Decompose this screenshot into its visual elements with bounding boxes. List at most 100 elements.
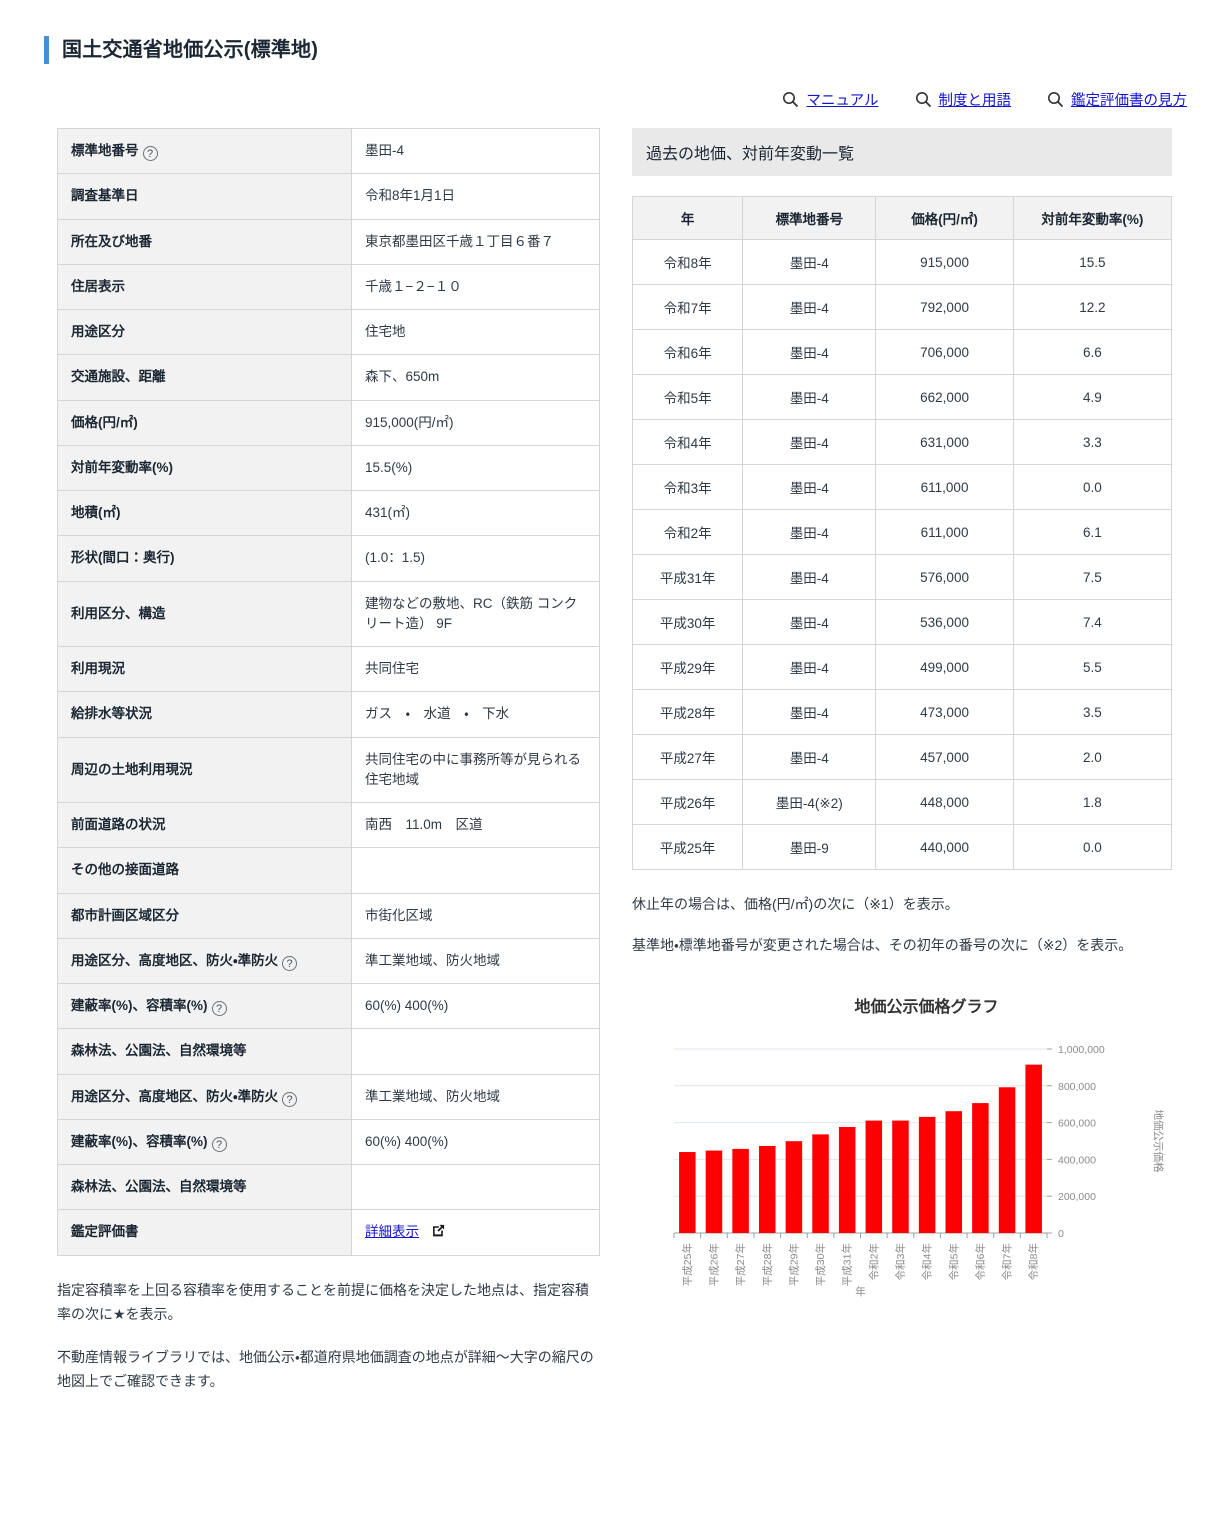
detail-row: 建蔽率(%)、容積率(%)? 60(%) 400(%) bbox=[57, 982, 600, 1030]
detail-label-text: 用途区分、高度地区、防火・準防火 bbox=[71, 1088, 279, 1104]
detail-label-text: 用途区分、高度地区、防火・準防火 bbox=[71, 952, 279, 968]
cell-price: 576,000 bbox=[875, 554, 1014, 600]
table-row: 令和4年 墨田-4 631,000 3.3 bbox=[631, 419, 1173, 465]
col-price: 価格(円/㎡) bbox=[875, 196, 1014, 240]
detail-row: 住居表示 千歳１−２−１０ bbox=[57, 263, 600, 311]
cell-site-number: 墨田-4 bbox=[742, 329, 877, 375]
cell-change-rate: 4.9 bbox=[1012, 374, 1173, 420]
detail-row: 建蔽率(%)、容積率(%)? 60(%) 400(%) bbox=[57, 1118, 600, 1166]
cell-year: 令和2年 bbox=[631, 509, 744, 555]
detail-row-value: 431(㎡) bbox=[351, 489, 600, 537]
help-icon[interactable]: ? bbox=[282, 955, 298, 971]
cell-change-rate: 6.6 bbox=[1012, 329, 1173, 375]
table-row: 令和2年 墨田-4 611,000 6.1 bbox=[631, 509, 1173, 555]
table-row: 令和5年 墨田-4 662,000 4.9 bbox=[631, 374, 1173, 420]
detail-label-text: 森林法、公園法、自然環境等 bbox=[71, 1043, 247, 1059]
detail-row-label: 価格(円/㎡) bbox=[57, 399, 352, 446]
cell-site-number: 墨田-4 bbox=[742, 734, 877, 780]
x-tick-label: 平成25年 bbox=[681, 1243, 694, 1286]
cell-price: 792,000 bbox=[875, 284, 1014, 330]
chart-bar bbox=[972, 1103, 989, 1233]
cell-year: 平成25年 bbox=[631, 824, 744, 870]
table-row: 平成30年 墨田-4 536,000 7.4 bbox=[631, 599, 1173, 645]
detail-row-label: 給排水等状況 bbox=[57, 691, 352, 738]
x-tick-label: 令和2年 bbox=[867, 1243, 880, 1280]
chart-bar bbox=[1025, 1064, 1042, 1233]
cell-site-number: 墨田-4 bbox=[742, 374, 877, 420]
appraisal-value: 詳細表示 bbox=[351, 1209, 600, 1256]
cell-price: 499,000 bbox=[875, 644, 1014, 690]
detail-row-value: 墨田-4 bbox=[351, 127, 600, 175]
detail-row-label: 建蔽率(%)、容積率(%)? bbox=[57, 1118, 352, 1166]
detail-label-text: 交通施設、距離 bbox=[71, 369, 166, 385]
y-axis-title: 地価公示価格 bbox=[1152, 1110, 1165, 1173]
cell-change-rate: 1.8 bbox=[1012, 779, 1173, 825]
link-appraisal-guide[interactable]: 鑑定評価書の見方 bbox=[1047, 89, 1187, 110]
link-appraisal-guide-label: 鑑定評価書の見方 bbox=[1071, 93, 1187, 109]
x-axis-title: 年 bbox=[855, 1285, 866, 1298]
cell-site-number: 墨田-4 bbox=[742, 284, 877, 330]
cell-year: 令和3年 bbox=[631, 464, 744, 510]
table-header-row: 年 標準地番号 価格(円/㎡) 対前年変動率(%) bbox=[631, 196, 1173, 240]
table-row: 令和8年 墨田-4 915,000 15.5 bbox=[631, 239, 1173, 285]
detail-row-value: 南西 11.0m 区道 bbox=[351, 801, 600, 849]
note-library-info: 不動産情報ライブラリでは、地価公示・都道府県地価調査の地点が詳細〜大字の縮尺の地… bbox=[57, 1348, 594, 1390]
cell-change-rate: 7.4 bbox=[1012, 599, 1173, 645]
detail-row-label: 住居表示 bbox=[57, 263, 352, 311]
chart-bar bbox=[812, 1134, 829, 1233]
appraisal-detail-link[interactable]: 詳細表示 bbox=[365, 1224, 419, 1240]
detail-row: 前面道路の状況 南西 11.0m 区道 bbox=[57, 801, 600, 849]
cell-price: 662,000 bbox=[875, 374, 1014, 420]
cell-year: 平成28年 bbox=[631, 689, 744, 735]
external-link-icon[interactable] bbox=[431, 1223, 446, 1238]
cell-year: 平成29年 bbox=[631, 644, 744, 690]
detail-row-value: 東京都墨田区千歳１丁目６番７ bbox=[351, 218, 600, 265]
table-row: 平成31年 墨田-4 576,000 7.5 bbox=[631, 554, 1173, 600]
detail-row: 地積(㎡) 431(㎡) bbox=[57, 489, 600, 537]
detail-row: 価格(円/㎡) 915,000(円/㎡) bbox=[57, 399, 600, 446]
cell-change-rate: 7.5 bbox=[1012, 554, 1173, 600]
detail-row-label: 用途区分、高度地区、防火・準防火? bbox=[57, 1073, 352, 1120]
note-number-changed: 基準地・標準地番号が変更された場合は、その初年の番号の次に（※2）を表示。 bbox=[632, 936, 1133, 953]
search-icon bbox=[782, 91, 799, 108]
detail-row-label: 森林法、公園法、自然環境等 bbox=[57, 1163, 352, 1211]
help-icon[interactable]: ? bbox=[282, 1091, 298, 1107]
detail-row: 所在及び地番 東京都墨田区千歳１丁目６番７ bbox=[57, 218, 600, 265]
detail-label-text: 周辺の土地利用現況 bbox=[71, 761, 193, 777]
detail-row-value: ガス ・ 水道 ・ 下水 bbox=[351, 691, 600, 738]
detail-row-value: 令和8年1月1日 bbox=[351, 173, 600, 220]
cell-price: 440,000 bbox=[875, 824, 1014, 870]
detail-label-text: 建蔽率(%)、容積率(%) bbox=[71, 998, 208, 1013]
help-icon[interactable]: ? bbox=[211, 1001, 227, 1016]
detail-row-value: 準工業地域、防火地域 bbox=[351, 937, 600, 985]
page-header: 国土交通省地価公示(標準地) bbox=[0, 0, 1229, 64]
help-icon[interactable]: ? bbox=[142, 146, 158, 161]
detail-row-value: (1.0：1.5) bbox=[351, 535, 600, 582]
y-tick-label: 600,000 bbox=[1058, 1118, 1096, 1130]
cell-change-rate: 0.0 bbox=[1012, 464, 1173, 510]
chart-bar bbox=[838, 1127, 856, 1233]
x-tick-label: 平成28年 bbox=[761, 1243, 774, 1286]
detail-row: 形状(間口：奥行) (1.0：1.5) bbox=[57, 535, 600, 582]
cell-price: 706,000 bbox=[875, 329, 1014, 375]
history-section-title: 過去の地価、対前年変動一覧 bbox=[632, 128, 1172, 176]
cell-price: 915,000 bbox=[875, 239, 1014, 285]
detail-label-text: 前面道路の状況 bbox=[71, 817, 166, 832]
x-tick-label: 令和8年 bbox=[1027, 1243, 1040, 1280]
link-manual[interactable]: マニュアル bbox=[782, 89, 879, 110]
detail-row-label: 標準地番号? bbox=[57, 127, 352, 175]
detail-row-label: 前面道路の状況 bbox=[57, 801, 352, 849]
detail-row: 標準地番号? 墨田-4 bbox=[57, 127, 600, 175]
detail-row-value bbox=[351, 847, 600, 894]
detail-row-value: 市街化区域 bbox=[351, 892, 600, 939]
detail-row: 対前年変動率(%) 15.5(%) bbox=[57, 444, 600, 492]
chart-bar bbox=[758, 1145, 776, 1233]
cell-year: 令和6年 bbox=[631, 329, 744, 375]
link-system-terms[interactable]: 制度と用語 bbox=[915, 89, 1011, 110]
help-icon[interactable]: ? bbox=[211, 1136, 227, 1152]
detail-row: 森林法、公園法、自然環境等 bbox=[57, 1163, 600, 1211]
cell-change-rate: 3.3 bbox=[1012, 419, 1173, 465]
cell-site-number: 墨田-4(※2) bbox=[742, 779, 877, 825]
detail-row-label: 所在及び地番 bbox=[57, 218, 352, 265]
cell-price: 611,000 bbox=[875, 509, 1014, 555]
